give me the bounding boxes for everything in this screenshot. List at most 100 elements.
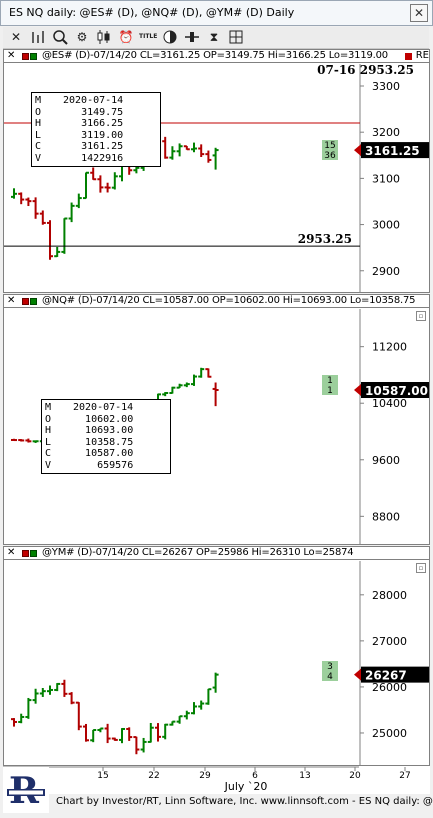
- y-tick-label: 2900: [372, 265, 400, 278]
- y-tick-label: 28000: [372, 589, 407, 602]
- count-label: 1: [327, 376, 333, 386]
- chart-toolbar: ✕ ⚙ ⏰ TITLE ⧗: [3, 27, 429, 49]
- last-price-arrow: [354, 668, 361, 681]
- es-header-text: @ES# (D)-07/14/20 CL=3161.25 OP=3149.75 …: [42, 50, 388, 61]
- nq-header-text: @NQ# (D)-07/14/20 CL=10587.00 OP=10602.0…: [42, 295, 416, 306]
- x-axis: 15 22 29 6 13 20 27 July `20: [3, 766, 430, 794]
- footer-credit: Chart by Investor/RT, Linn Software, Inc…: [56, 796, 433, 807]
- tooltip-value: 1422916: [81, 152, 124, 164]
- ym-panel-close-icon[interactable]: ✕: [7, 547, 16, 558]
- count-label: 36: [324, 151, 336, 161]
- ym-panel-red-icon: [22, 550, 29, 557]
- x-tick-label: 6: [252, 771, 258, 781]
- last-price-label: 3161.25: [365, 144, 420, 158]
- nq-panel-menu-icon[interactable]: ▫: [416, 311, 426, 321]
- x-tick-label: 20: [349, 771, 361, 781]
- y-tick-label: 3000: [372, 219, 400, 232]
- hourglass-icon[interactable]: ⧗: [209, 30, 219, 44]
- tooltip-value: 2020-07-14: [73, 402, 134, 413]
- tooltip-key: H: [45, 425, 52, 436]
- bar-chart-icon[interactable]: [29, 28, 47, 46]
- nq-chart-panel[interactable]: ✕ @NQ# (D)-07/14/20 CL=10587.00 OP=10602…: [3, 294, 430, 545]
- last-price-box: [361, 382, 429, 399]
- alarm-clock-icon[interactable]: ⏰: [118, 30, 134, 44]
- x-tick-label: 29: [199, 771, 211, 781]
- grid-icon[interactable]: [227, 28, 245, 46]
- tooltip-key: L: [35, 129, 42, 141]
- tooltip-key: C: [35, 141, 42, 152]
- nq-panel-close-icon[interactable]: ✕: [7, 295, 16, 306]
- count-box: [322, 140, 338, 150]
- es-ohlc-tooltip: M 2020-07-14 O 3149.75 H 3166.25 L 3119.00 C…: [31, 92, 161, 167]
- nq-panel-header: ✕ @NQ# (D)-07/14/20 CL=10587.00 OP=10602…: [4, 295, 429, 308]
- nq-panel-red-icon: [22, 298, 29, 305]
- settings-icon[interactable]: ⚙: [76, 30, 88, 44]
- last-price-label: 26267: [365, 669, 407, 683]
- tooltip-key: V: [45, 459, 52, 471]
- tooltip-value: 10602.00: [85, 413, 134, 425]
- y-tick-label: 11200: [372, 341, 407, 354]
- candlestick-icon[interactable]: [95, 28, 113, 46]
- window-titlebar: ES NQ daily: @ES# (D), @NQ# (D), @YM# (D…: [0, 0, 433, 26]
- count-label: 4: [327, 672, 333, 682]
- support-line-label: 2953.25: [298, 232, 352, 246]
- count-box: [322, 671, 338, 681]
- x-tick-label: 22: [148, 771, 159, 781]
- ym-panel-menu-icon[interactable]: ▫: [416, 563, 426, 573]
- close-button[interactable]: ✕: [410, 4, 428, 22]
- y-tick-label: 25000: [372, 727, 407, 740]
- es-header-right: RE: [401, 50, 429, 62]
- tooltip-value: 10358.75: [85, 436, 134, 448]
- count-label: 15: [324, 141, 335, 151]
- x-month-label: July `20: [224, 780, 268, 793]
- title-icon[interactable]: TITLE: [139, 33, 158, 40]
- tooltip-key: C: [45, 448, 52, 459]
- es-chart-panel[interactable]: ✕ @ES# (D)-07/14/20 CL=3161.25 OP=3149.7…: [3, 49, 430, 293]
- tooltip-key: L: [45, 436, 52, 448]
- es-panel-close-icon[interactable]: ✕: [7, 50, 16, 61]
- x-tick-label: 15: [97, 771, 108, 781]
- tooltip-value: 10587.00: [85, 448, 134, 459]
- y-tick-label: 3100: [372, 172, 400, 185]
- tooltip-key: M: [45, 402, 52, 413]
- x-tick-label: 27: [399, 771, 410, 781]
- tooltip-value: 659576: [97, 459, 134, 471]
- tooltip-value: 2020-07-14: [63, 95, 124, 106]
- y-tick-label: 10400: [372, 397, 407, 410]
- nq-panel-green-icon: [30, 298, 37, 305]
- tooltip-value: 3149.75: [81, 106, 124, 118]
- y-tick-label: 26000: [372, 681, 407, 694]
- ym-header-text: @YM# (D)-07/14/20 CL=26267 OP=25986 Hi=2…: [42, 547, 354, 558]
- zoom-icon[interactable]: [51, 28, 69, 46]
- es-panel-red-icon: [22, 53, 29, 60]
- ym-panel-green-icon: [30, 550, 37, 557]
- last-price-arrow: [354, 144, 361, 157]
- tooltip-key: O: [45, 413, 52, 425]
- window-title: ES NQ daily: @ES# (D), @NQ# (D), @YM# (D…: [9, 6, 295, 19]
- nq-ohlc-tooltip: M 2020-07-14 O 10602.00 H 10693.00 L 10358.7…: [41, 399, 171, 474]
- count-box: [322, 385, 338, 395]
- count-label: 3: [327, 662, 333, 672]
- linnsoft-logo: R: [3, 767, 49, 813]
- y-tick-label: 8800: [372, 510, 400, 523]
- es-panel-green-icon: [30, 53, 37, 60]
- compare-icon[interactable]: [161, 28, 179, 46]
- y-tick-label: 3200: [372, 126, 400, 139]
- crosshair-icon[interactable]: ✕: [10, 30, 22, 44]
- es-panel-header: ✕ @ES# (D)-07/14/20 CL=3161.25 OP=3149.7…: [4, 50, 429, 63]
- tooltip-value: 3166.25: [81, 118, 124, 129]
- slider-icon[interactable]: [183, 28, 201, 46]
- tooltip-value: 10693.00: [85, 425, 134, 436]
- tooltip-value: 3119.00: [81, 129, 124, 141]
- last-price-box: [361, 666, 429, 683]
- y-tick-label: 9600: [372, 454, 400, 467]
- ym-chart-panel[interactable]: ✕ @YM# (D)-07/14/20 CL=26267 OP=25986 Hi…: [3, 546, 430, 766]
- ym-plot-area[interactable]: 28000 27000 26000 25000 34 26267: [4, 561, 429, 766]
- last-price-label: 10587.00: [365, 384, 428, 398]
- tooltip-key: V: [35, 152, 42, 164]
- ym-panel-header: ✕ @YM# (D)-07/14/20 CL=26267 OP=25986 Hi…: [4, 547, 429, 560]
- count-box: [322, 661, 338, 671]
- tooltip-key: O: [35, 106, 42, 118]
- y-tick-label: 3300: [372, 80, 400, 93]
- last-price-box: [361, 142, 429, 159]
